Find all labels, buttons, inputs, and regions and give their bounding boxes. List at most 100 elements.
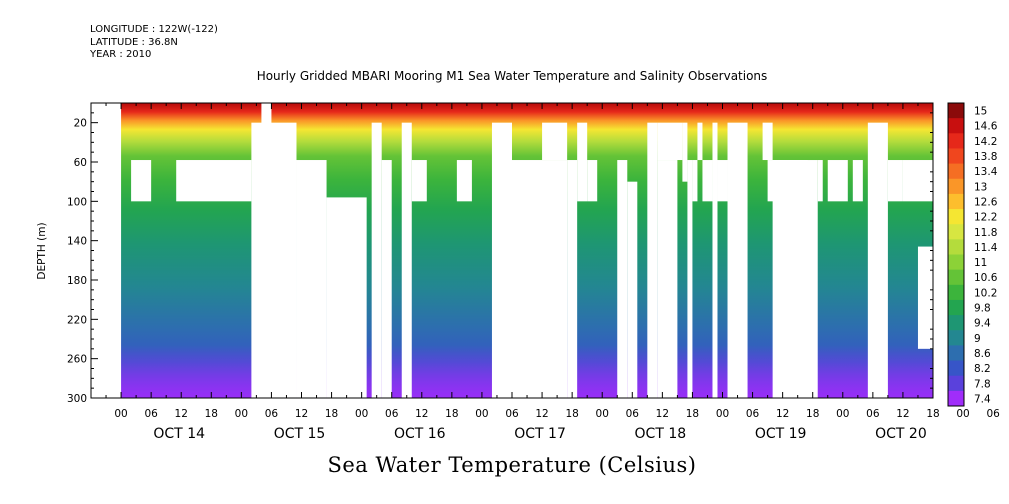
missing-data-block xyxy=(702,160,713,202)
x-tick-label: 00 xyxy=(596,408,609,420)
colorbar-label: 14.2 xyxy=(974,136,997,148)
x-tick-label: 06 xyxy=(265,408,279,420)
y-tick-label: 260 xyxy=(67,354,87,366)
missing-data-block xyxy=(687,160,693,398)
missing-data-block xyxy=(852,160,863,202)
missing-data-block xyxy=(682,122,688,182)
chart-title: Hourly Gridded MBARI Mooring M1 Sea Wate… xyxy=(256,69,768,83)
colorbar-label: 9.4 xyxy=(974,318,991,330)
colorbar-swatch xyxy=(948,269,964,286)
x-tick-label: 12 xyxy=(656,408,669,420)
x-tick-label: 00 xyxy=(475,408,488,420)
y-tick-label: 20 xyxy=(74,118,87,130)
missing-data-block xyxy=(326,197,367,398)
missing-data-block xyxy=(657,122,683,161)
y-tick-label: 300 xyxy=(67,393,87,405)
colorbar-swatch xyxy=(948,209,964,225)
missing-data-block xyxy=(542,122,568,161)
missing-data-block xyxy=(717,160,728,202)
missing-data-block xyxy=(867,122,888,399)
colorbar-swatch xyxy=(948,163,964,180)
longitude-label: LONGITUDE : 122W(-122) xyxy=(90,24,218,35)
x-tick-label: 18 xyxy=(806,408,819,420)
missing-data-block xyxy=(131,160,152,202)
missing-data-block xyxy=(827,160,848,202)
colorbar-label: 8.2 xyxy=(974,363,991,375)
x-tick-label: 12 xyxy=(175,408,188,420)
y-tick-label: 140 xyxy=(67,236,87,248)
colorbar-label: 15 xyxy=(974,106,987,118)
colorbar-swatch xyxy=(948,375,964,392)
missing-data-block xyxy=(176,160,252,202)
y-axis: 20 60 100 140 180 220 260 300 xyxy=(67,112,933,405)
colorbar-swatch xyxy=(948,345,964,362)
missing-data-block xyxy=(567,160,578,398)
x-tick-label: 12 xyxy=(415,408,428,420)
missing-data-block xyxy=(727,122,748,399)
missing-data-block xyxy=(647,122,658,399)
x-tick-label: 18 xyxy=(565,408,578,420)
x-tick-label: 00 xyxy=(716,408,729,420)
colorbar-label: 13.8 xyxy=(974,151,997,163)
missing-data-block xyxy=(617,160,628,398)
y-tick-label: 220 xyxy=(67,314,87,326)
missing-data-block xyxy=(296,160,327,398)
x-day-label: OCT 16 xyxy=(394,426,446,442)
missing-data-block xyxy=(401,122,412,399)
missing-data-block xyxy=(767,160,808,202)
latitude-label: LATITUDE : 36.8N xyxy=(90,36,178,48)
x-day-label: OCT 15 xyxy=(274,426,326,442)
x-axis: 00 06 12 18 00 06 12 18 00 06 12 18 00 06 12 18 00 06 12 18… xyxy=(105,103,1000,442)
colorbar-label: 14.6 xyxy=(974,121,998,133)
colorbar-swatch xyxy=(948,133,964,149)
missing-data-block xyxy=(371,122,382,399)
year-label: YEAR : 2010 xyxy=(90,49,152,60)
colorbar-swatch xyxy=(948,315,964,331)
missing-data-block xyxy=(692,160,698,202)
variable-label: Sea Water Temperature (Celsius) xyxy=(327,453,697,477)
x-tick-label: 18 xyxy=(325,408,338,420)
colorbar-swatch xyxy=(948,330,964,346)
colorbar-swatch xyxy=(948,239,964,255)
missing-data-block xyxy=(917,246,933,349)
colorbar-label: 11.4 xyxy=(974,242,998,254)
colorbar-swatch xyxy=(948,254,964,271)
x-tick-label: 18 xyxy=(205,408,218,420)
missing-data-block xyxy=(902,160,933,202)
y-tick-label: 100 xyxy=(67,196,87,208)
missing-data-block xyxy=(587,160,598,202)
x-tick-label: 12 xyxy=(295,408,308,420)
x-day-label: OCT 18 xyxy=(635,426,687,442)
x-day-label: OCT 20 xyxy=(875,426,927,442)
missing-data-block xyxy=(91,103,122,398)
missing-data-block xyxy=(712,122,718,399)
missing-data-block xyxy=(657,160,678,398)
colorbar-label: 13 xyxy=(974,181,987,193)
x-tick-label: 12 xyxy=(535,408,548,420)
x-tick-label: 06 xyxy=(866,408,880,420)
colorbar-swatch xyxy=(948,193,964,210)
x-tick-label: 06 xyxy=(626,408,640,420)
missing-data-block xyxy=(697,122,703,161)
x-day-label: OCT 14 xyxy=(153,426,205,442)
colorbar-label: 13.4 xyxy=(974,166,998,178)
colorbar-label: 12.2 xyxy=(974,212,997,224)
x-tick-label: 18 xyxy=(445,408,458,420)
y-tick-label: 180 xyxy=(67,275,87,287)
colorbar-label: 9 xyxy=(974,333,981,345)
missing-data-block xyxy=(512,160,568,398)
colorbar-swatch xyxy=(948,178,964,195)
x-tick-label: 06 xyxy=(144,408,158,420)
x-tick-label: 00 xyxy=(836,408,849,420)
metadata-block: LONGITUDE : 122W(-122) LATITUDE : 36.8N … xyxy=(90,24,218,62)
missing-data-block xyxy=(762,122,773,161)
x-tick-label: 06 xyxy=(746,408,760,420)
missing-data-block xyxy=(411,160,427,202)
y-axis-label: DEPTH (m) xyxy=(36,222,48,279)
x-day-label: OCT 19 xyxy=(755,426,807,442)
colorbar-swatch xyxy=(948,360,964,377)
colorbar-label: 7.8 xyxy=(974,378,991,390)
colorbar-label: 11 xyxy=(974,257,987,269)
x-tick-label: 18 xyxy=(686,408,699,420)
